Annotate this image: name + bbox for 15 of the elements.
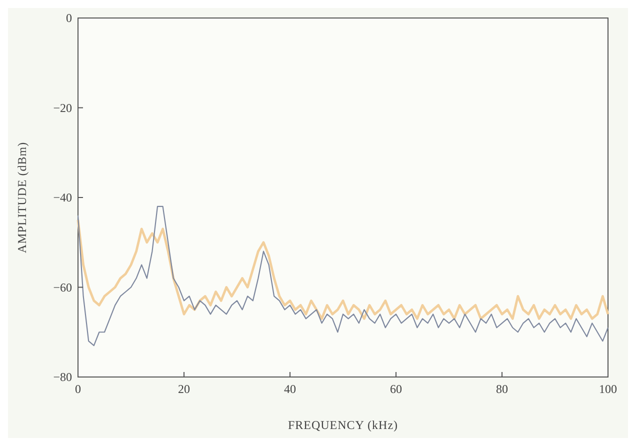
y-tick-label: −80 [53, 370, 72, 384]
y-tick-label: −40 [53, 190, 72, 204]
x-tick-label: 60 [390, 382, 402, 396]
x-tick-label: 80 [496, 382, 508, 396]
x-tick-label: 40 [284, 382, 296, 396]
y-tick-label: −60 [53, 280, 72, 294]
x-tick-label: 100 [599, 382, 617, 396]
line-series [77, 206, 609, 346]
line-series [76, 218, 610, 320]
y-tick-label: 0 [66, 11, 72, 25]
x-tick-label: 0 [75, 382, 81, 396]
y-tick-label: −20 [53, 100, 72, 115]
y-axis-title: AMPLITUDE (dBm) [15, 142, 29, 254]
x-tick-label: 20 [178, 382, 190, 396]
x-axis-title: FREQUENCY (kHz) [288, 418, 398, 432]
